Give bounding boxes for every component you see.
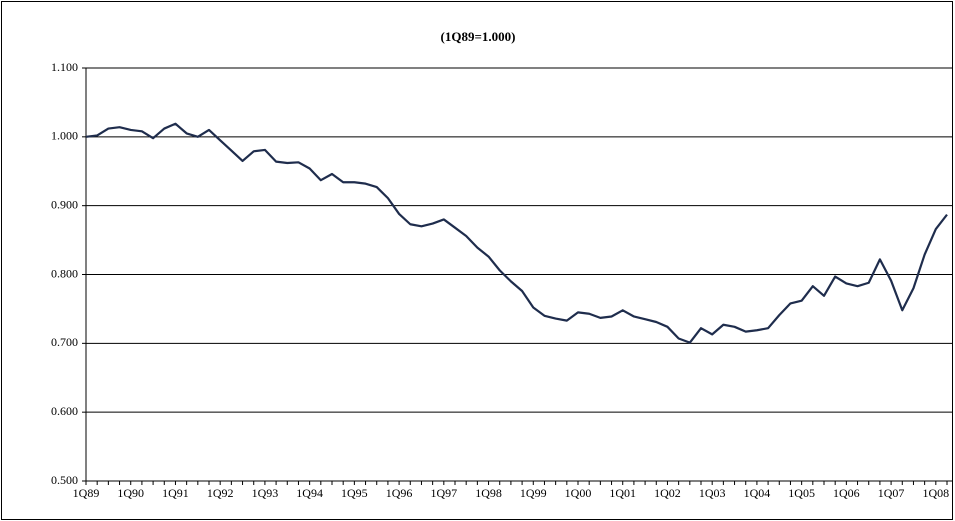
y-tick-label: 0.900 <box>51 197 78 211</box>
y-tick-label: 0.700 <box>51 335 78 349</box>
x-tick-label: 1Q95 <box>341 486 368 500</box>
x-tick-label: 1Q07 <box>878 486 905 500</box>
y-tick-label: 0.600 <box>51 404 78 418</box>
x-tick-label: 1Q94 <box>296 486 323 500</box>
x-tick-label: 1Q93 <box>252 486 279 500</box>
x-tick-label: 1Q98 <box>475 486 502 500</box>
x-tick-label: 1Q99 <box>520 486 547 500</box>
x-tick-label: 1Q90 <box>117 486 144 500</box>
y-tick-label: 1.000 <box>51 129 78 143</box>
x-tick-label: 1Q01 <box>609 486 636 500</box>
x-tick-label: 1Q92 <box>207 486 234 500</box>
x-tick-label: 1Q05 <box>788 486 815 500</box>
x-tick-label: 1Q89 <box>73 486 100 500</box>
data-line <box>85 122 948 344</box>
x-tick-label: 1Q00 <box>565 486 592 500</box>
y-tick-label: 1.100 <box>51 60 78 74</box>
x-tick-label: 1Q02 <box>654 486 681 500</box>
y-tick-label: 0.800 <box>51 266 78 280</box>
y-tick-label: 0.500 <box>51 473 78 487</box>
chart-title: (1Q89=1.000) <box>441 29 516 44</box>
x-tick-label: 1Q08 <box>922 486 949 500</box>
x-tick-label: 1Q04 <box>744 486 771 500</box>
x-tick-label: 1Q03 <box>699 486 726 500</box>
x-tick-label: 1Q06 <box>833 486 860 500</box>
x-tick-label: 1Q91 <box>162 486 189 500</box>
x-tick-label: 1Q97 <box>430 486 457 500</box>
x-tick-label: 1Q96 <box>386 486 413 500</box>
